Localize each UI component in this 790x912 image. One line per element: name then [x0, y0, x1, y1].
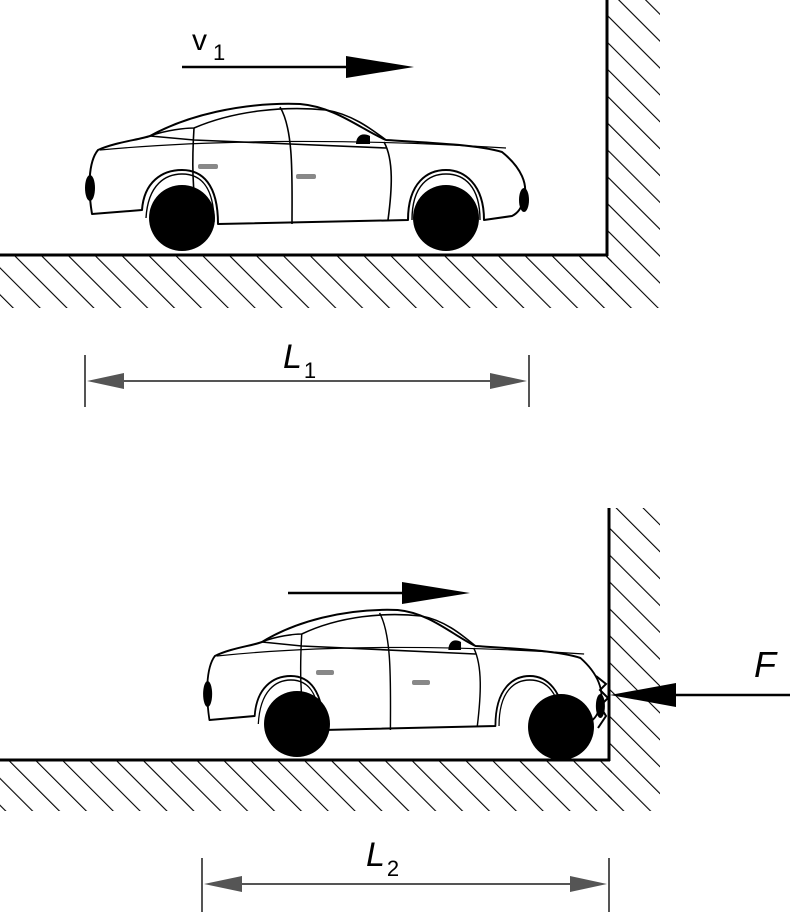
bottom-car-crumple-zone: [595, 675, 610, 729]
velocity-subscript: 1: [213, 40, 225, 65]
bottom-car-rear-wheel: [264, 691, 330, 757]
bottom-car: [202, 608, 610, 760]
bottom-car-rear-door-handle: [316, 670, 334, 675]
top-car-front-door-handle: [296, 174, 316, 179]
top-car: [84, 102, 530, 251]
top-car-front-wheel: [413, 185, 479, 251]
force-label: F: [754, 644, 778, 685]
length-2-label: L2: [366, 836, 399, 881]
length-2-subscript: 2: [387, 856, 399, 881]
top-car-rear-wheel: [149, 185, 215, 251]
top-car-rear-door-handle: [198, 164, 218, 169]
top-wall-hatch: [606, 0, 660, 308]
length-1-symbol: L: [283, 338, 302, 376]
length-1-subscript: 1: [304, 358, 316, 383]
bottom-scene: F L2: [0, 508, 790, 912]
bottom-car-front-door-handle: [412, 680, 430, 685]
length-1-dimension: [84, 355, 530, 407]
length-1-label: L1: [283, 338, 316, 383]
velocity-arrow: [182, 56, 414, 78]
top-ground-hatch: [0, 256, 612, 308]
motion-arrow: [288, 582, 470, 604]
length-2-dimension: [201, 858, 610, 912]
bottom-ground-hatch: [0, 761, 612, 811]
velocity-symbol: v: [192, 24, 207, 57]
bottom-wall-hatch: [608, 508, 660, 811]
length-2-symbol: L: [366, 836, 385, 874]
bottom-car-front-wheel: [528, 694, 594, 760]
force-arrow: [610, 683, 790, 707]
